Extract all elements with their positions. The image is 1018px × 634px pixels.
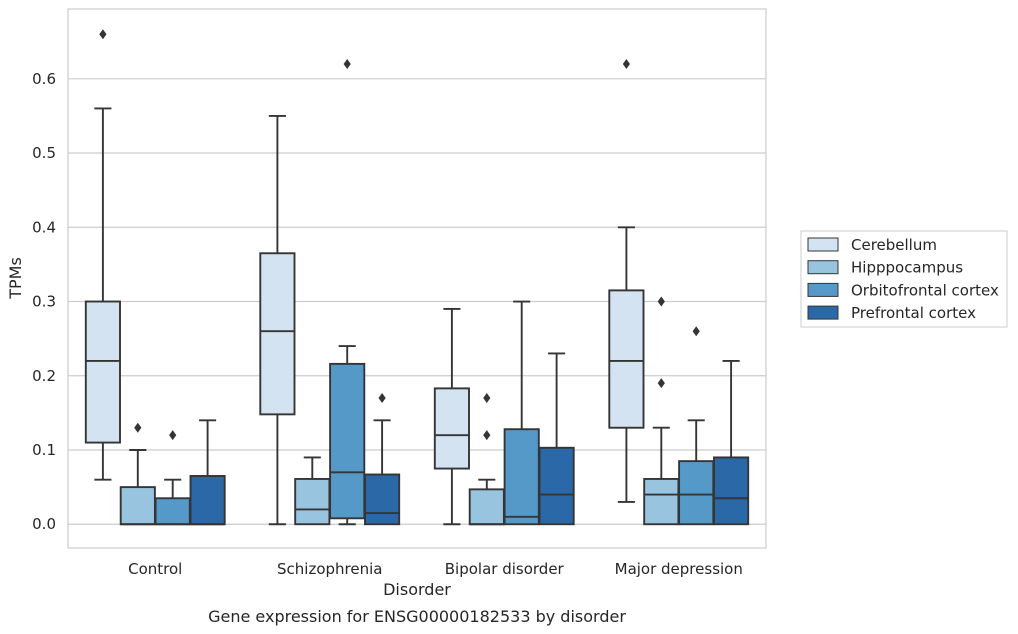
box-body [503,428,540,526]
y-axis-ticks: 0.0 0.1 0.2 0.3 0.4 0.5 0.6 [32,70,56,533]
outlier-point [657,378,665,389]
box-body [189,475,226,526]
outlier-point [134,422,142,433]
outlier-point [169,430,177,441]
box-3-0 [608,58,645,503]
x-tick-label: Control [128,560,182,578]
legend-swatch [807,282,839,297]
gridlines [68,78,766,525]
outlier-point [622,58,630,69]
legend-swatch [807,260,839,275]
y-tick-label: 0.4 [32,218,56,236]
y-tick-label: 0.3 [32,293,56,311]
outlier-point [99,29,107,40]
box-2-0 [433,307,470,526]
box-0-2 [154,430,191,526]
legend-label: Hipppocampus [851,259,963,277]
box-3-2 [678,326,715,526]
x-axis-title: Disorder [383,580,451,599]
outlier-point [692,326,700,337]
box-0-3 [189,419,226,526]
legend: Cerebellum Hipppocampus Orbitofrontal cort… [800,230,1008,328]
box-body [329,362,366,520]
box-0-1 [119,422,156,526]
y-tick-label: 0.1 [32,441,56,459]
x-tick-label: Schizophrenia [277,560,382,578]
box-body [84,300,121,444]
chart-caption: Gene expression for ENSG00000182533 by d… [208,607,626,626]
boxplot-area [84,29,750,526]
y-tick-label: 0.2 [32,367,56,385]
box-body [468,488,505,526]
outlier-point [483,393,491,404]
box-3-1 [643,296,680,526]
legend-swatch [807,305,839,320]
box-3-3 [713,359,750,526]
box-body [154,497,191,526]
box-body [364,473,401,526]
legend-label: Cerebellum [851,236,937,254]
box-body [433,387,470,470]
plot-frame [67,8,767,549]
box-body [538,446,575,526]
x-tick-label: Bipolar disorder [445,560,565,578]
legend-label: Prefrontal cortex [851,304,976,322]
box-2-2 [503,300,540,526]
legend-swatch [807,237,839,252]
box-2-3 [538,352,575,526]
x-axis-ticks: Control Schizophrenia Bipolar disorder Majo… [128,560,743,578]
legend-label: Orbitofrontal cortex [851,281,999,299]
box-1-2 [329,58,366,526]
box-body [608,289,645,429]
box-body [678,460,715,526]
y-axis-title: TPMs [6,257,25,300]
outlier-point [378,393,386,404]
box-0-0 [84,29,121,481]
box-body [643,478,680,526]
box-1-0 [259,114,296,526]
y-tick-label: 0.0 [32,515,56,533]
box-1-1 [294,456,331,526]
box-2-1 [468,393,505,526]
outlier-point [483,430,491,441]
box-body [713,456,750,526]
box-body [259,252,296,416]
outlier-point [657,296,665,307]
x-tick-label: Major depression [615,560,743,578]
y-tick-label: 0.5 [32,144,56,162]
box-body [294,478,331,526]
box-1-3 [364,393,401,526]
outlier-point [343,58,351,69]
y-tick-label: 0.6 [32,70,56,88]
box-body [119,486,156,526]
